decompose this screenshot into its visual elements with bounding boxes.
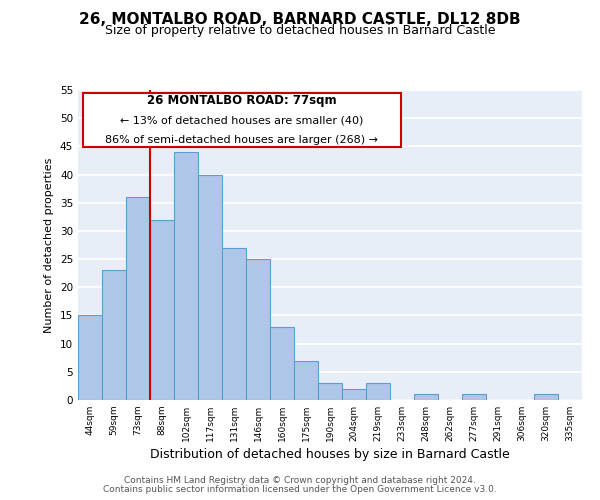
Bar xyxy=(414,394,438,400)
Bar xyxy=(270,326,294,400)
Bar xyxy=(102,270,126,400)
Bar xyxy=(78,316,102,400)
Text: Size of property relative to detached houses in Barnard Castle: Size of property relative to detached ho… xyxy=(105,24,495,37)
Bar xyxy=(318,383,342,400)
Bar xyxy=(534,394,558,400)
Bar xyxy=(246,259,270,400)
Bar xyxy=(126,197,150,400)
Bar xyxy=(342,388,366,400)
Text: 26 MONTALBO ROAD: 77sqm: 26 MONTALBO ROAD: 77sqm xyxy=(147,94,337,107)
X-axis label: Distribution of detached houses by size in Barnard Castle: Distribution of detached houses by size … xyxy=(150,448,510,461)
Text: 26, MONTALBO ROAD, BARNARD CASTLE, DL12 8DB: 26, MONTALBO ROAD, BARNARD CASTLE, DL12 … xyxy=(79,12,521,28)
FancyBboxPatch shape xyxy=(83,93,401,148)
Bar xyxy=(366,383,390,400)
Text: 86% of semi-detached houses are larger (268) →: 86% of semi-detached houses are larger (… xyxy=(106,135,379,145)
Y-axis label: Number of detached properties: Number of detached properties xyxy=(44,158,55,332)
Bar xyxy=(150,220,174,400)
Bar xyxy=(294,360,318,400)
Text: ← 13% of detached houses are smaller (40): ← 13% of detached houses are smaller (40… xyxy=(120,115,364,125)
Text: Contains HM Land Registry data © Crown copyright and database right 2024.: Contains HM Land Registry data © Crown c… xyxy=(124,476,476,485)
Bar xyxy=(462,394,486,400)
Text: Contains public sector information licensed under the Open Government Licence v3: Contains public sector information licen… xyxy=(103,485,497,494)
Bar xyxy=(174,152,198,400)
Bar xyxy=(198,174,222,400)
Bar xyxy=(222,248,246,400)
